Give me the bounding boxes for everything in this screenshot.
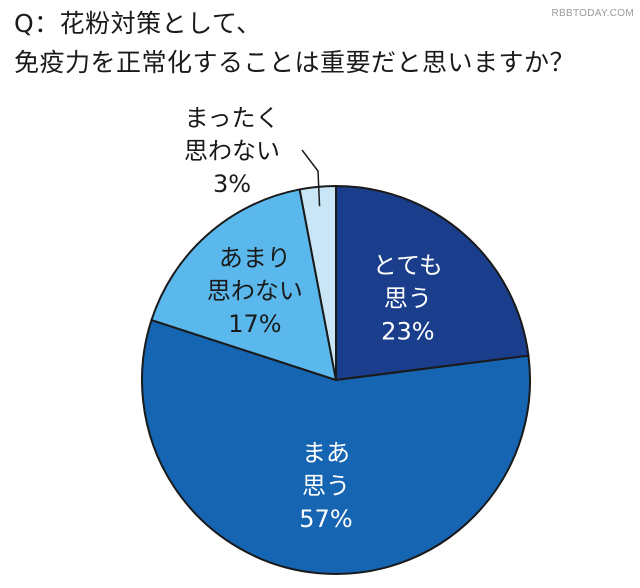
slice-label-4: まったく思わない 3%: [184, 104, 280, 198]
leader-line: [301, 149, 321, 207]
slice-category-label: 思う: [384, 285, 432, 313]
slice-category-label: とても: [373, 252, 443, 280]
pie-slice-3: [150, 188, 337, 381]
pie-slice-1: [335, 185, 530, 381]
slice-labels: とても思う 23%まあ思う 57%あまり思わない 17%まったく思わない 3%: [184, 104, 443, 533]
title-line-1: Q：花粉対策として、: [14, 9, 262, 38]
slice-category-label: まあ: [302, 439, 350, 467]
title-line-2: 免疫力を正常化することは重要だと思いますか？: [14, 48, 576, 77]
slice-category-label: あまり: [219, 244, 291, 272]
pie-slice-4: [298, 185, 337, 381]
pie-slices: [141, 185, 531, 575]
leader-lines: [301, 149, 321, 207]
slice-label-2: まあ思う 57%: [299, 439, 352, 533]
slice-value-label: 23%: [381, 318, 434, 346]
chart-title: Q：花粉対策として、 免疫力を正常化することは重要だと思いますか？: [14, 4, 575, 82]
slice-category-label: まったく: [184, 104, 279, 132]
slice-category-label: 思う: [302, 472, 350, 500]
slice-category-label: 思わない: [207, 277, 303, 305]
watermark: RBBTODAY.COM: [551, 8, 634, 19]
pie-slice-2: [141, 319, 531, 575]
slice-value-label: 3%: [213, 170, 251, 198]
slice-value-label: 17%: [228, 310, 281, 338]
slice-value-label: 57%: [299, 505, 352, 533]
slice-category-label: 思わない: [184, 137, 280, 165]
slice-label-3: あまり思わない 17%: [207, 244, 303, 338]
slice-label-1: とても思う 23%: [373, 252, 443, 346]
